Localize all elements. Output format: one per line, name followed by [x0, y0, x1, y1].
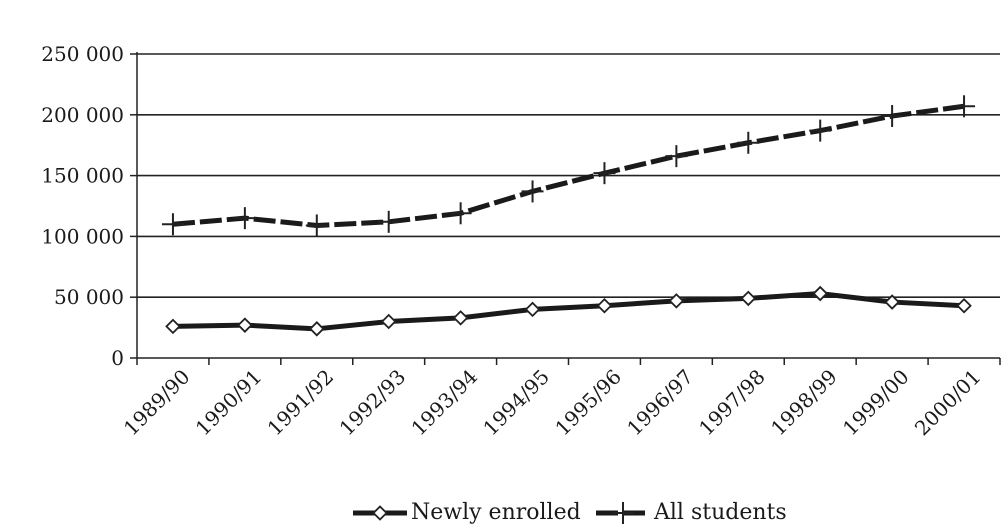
data-point-all-students	[665, 145, 688, 168]
data-point-newly-enrolled	[884, 294, 900, 310]
x-tick-label: 1992/93	[335, 365, 411, 441]
x-tick-label: 1999/00	[838, 365, 914, 441]
x-tick-label: 1990/91	[191, 365, 267, 441]
data-point-newly-enrolled	[812, 285, 828, 302]
data-point-newly-enrolled	[237, 317, 253, 333]
x-tick-label: 1997/98	[694, 365, 770, 441]
legend-plus-icon	[612, 502, 634, 524]
y-tick-label: 150 000	[41, 164, 124, 188]
x-tick-label: 1994/95	[478, 365, 554, 441]
data-point-all-students	[737, 131, 760, 154]
data-point-newly-enrolled	[596, 297, 613, 314]
data-point-newly-enrolled	[452, 310, 469, 326]
y-tick-label: 50 000	[54, 285, 124, 309]
data-point-all-students	[809, 119, 832, 142]
y-tick-label: 0	[111, 346, 124, 370]
x-tick-label: 1991/92	[263, 365, 339, 441]
x-tick-label: 2000/01	[910, 365, 986, 441]
data-point-all-students	[377, 210, 400, 233]
data-point-all-students	[953, 95, 976, 118]
data-point-newly-enrolled	[309, 321, 325, 337]
y-tick-label: 100 000	[41, 224, 124, 248]
x-tick-label: 1996/97	[622, 365, 698, 441]
x-tick-label: 1993/94	[406, 365, 482, 441]
series-line-all-students	[172, 103, 965, 228]
data-point-all-students	[161, 213, 184, 236]
data-point-all-students	[593, 162, 616, 185]
legend-label-newly-enrolled: Newly enrolled	[411, 500, 581, 525]
data-point-all-students	[305, 214, 328, 237]
data-point-newly-enrolled	[380, 313, 397, 330]
data-point-newly-enrolled	[668, 293, 685, 309]
data-point-newly-enrolled	[956, 297, 972, 314]
series-line-newly-enrolled	[172, 291, 965, 332]
y-tick-label: 200 000	[41, 103, 124, 127]
legend-diamond-icon	[372, 505, 388, 521]
data-point-all-students	[521, 180, 544, 203]
data-point-all-students	[881, 105, 904, 128]
data-point-all-students	[449, 202, 472, 225]
x-tick-label: 1995/96	[550, 365, 626, 441]
data-point-all-students	[233, 207, 256, 230]
legend-label-all-students: All students	[653, 500, 787, 525]
x-tick-label: 1998/99	[766, 365, 842, 441]
data-point-newly-enrolled	[165, 318, 181, 335]
data-point-newly-enrolled	[524, 301, 541, 318]
data-point-newly-enrolled	[740, 290, 757, 307]
y-tick-label: 250 000	[41, 42, 124, 66]
x-tick-label: 1989/90	[119, 365, 195, 441]
